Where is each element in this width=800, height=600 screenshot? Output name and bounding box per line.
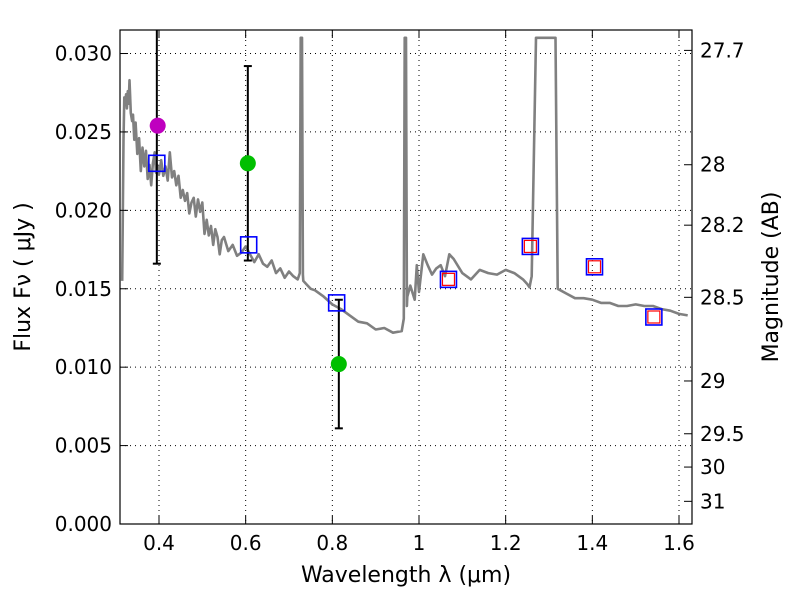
x-tick-label: 1.2 — [490, 531, 522, 555]
y-tick-label: 0.020 — [55, 198, 112, 222]
observed-point-green — [330, 356, 347, 373]
observed-point-green — [239, 155, 256, 172]
mag-tick-label: 28.5 — [700, 285, 745, 309]
y-tick-label: 0.010 — [55, 355, 112, 379]
model-point-blue-square — [239, 236, 258, 254]
data-markers — [148, 30, 663, 430]
model-point-red-square — [587, 260, 602, 274]
model-point-red-square — [647, 310, 661, 324]
mag-tick-label: 28 — [700, 153, 725, 177]
mag-tick-label: 29 — [700, 369, 725, 393]
y-tick-label: 0.030 — [55, 42, 112, 66]
model-point-blue-square — [585, 258, 604, 276]
mag-tick-label: 29.5 — [700, 422, 745, 446]
model-point-blue-square — [521, 237, 540, 256]
x-tick-label: 0.8 — [316, 531, 348, 555]
y-axis-label: Flux Fν ( μJy ) — [11, 202, 36, 351]
x-tick-label: 0.4 — [143, 531, 175, 555]
model-point-red-square — [441, 272, 456, 286]
model-point-blue-square — [439, 270, 458, 289]
mag-tick-label: 28.2 — [700, 213, 745, 237]
model-point-blue-square — [645, 308, 663, 326]
template-sed-line — [120, 36, 688, 334]
y-tick-label: 0.000 — [55, 512, 112, 536]
axis-ticks: 0.4 0.6 0.8 1 1.2 1.4 1.6 0.000 0.005 0.010 0.015 0… — [55, 30, 745, 555]
mag-tick-label: 27.7 — [700, 38, 745, 62]
x-tick-label: 0.6 — [230, 531, 262, 555]
y-tick-label: 0.005 — [55, 434, 112, 458]
observed-point-magenta — [149, 117, 166, 134]
x-axis-label: Wavelength λ (μm) — [301, 563, 511, 588]
y-tick-label: 0.025 — [55, 120, 112, 144]
model-point-red-square — [523, 239, 537, 254]
x-tick-label: 1.6 — [663, 531, 695, 555]
x-tick-label: 1 — [413, 531, 426, 555]
mag-tick-label: 31 — [700, 489, 725, 513]
x-tick-label: 1.4 — [576, 531, 608, 555]
y-tick-label: 0.015 — [55, 277, 112, 301]
mag-tick-label: 30 — [700, 455, 725, 479]
y-axis-right-label: Magnitude (AB) — [759, 192, 784, 363]
model-point-blue-square — [148, 154, 166, 173]
plot-area — [120, 30, 688, 430]
model-point-blue-square — [327, 294, 346, 312]
axes-frame — [119, 29, 693, 525]
